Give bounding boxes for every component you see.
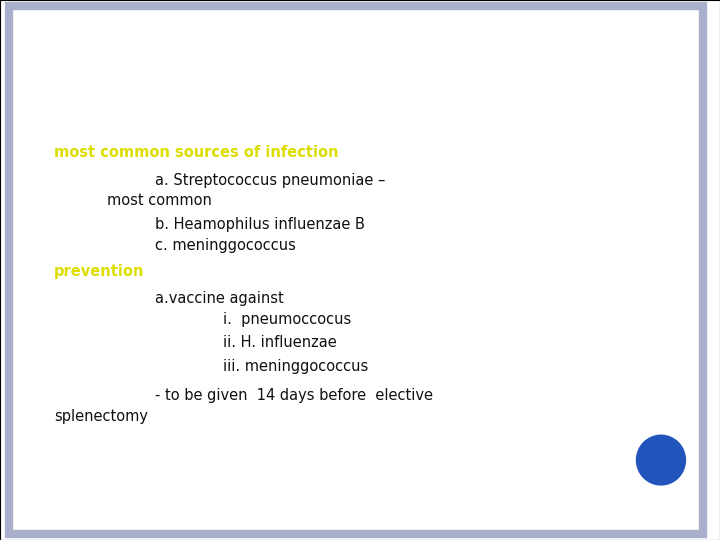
Text: a.vaccine against: a.vaccine against (155, 291, 284, 306)
Text: prevention: prevention (54, 264, 145, 279)
Text: iii. meninggococcus: iii. meninggococcus (223, 359, 369, 374)
Text: i.  pneumoccocus: i. pneumoccocus (223, 312, 351, 327)
Text: splenectomy: splenectomy (54, 409, 148, 424)
Text: a. Streptococcus pneumoniae –: a. Streptococcus pneumoniae – (155, 173, 385, 188)
Text: most common sources of infection: most common sources of infection (54, 145, 338, 160)
Text: ii. H. influenzae: ii. H. influenzae (223, 335, 337, 350)
Text: - to be given  14 days before  elective: - to be given 14 days before elective (155, 388, 433, 403)
Text: c. meninggococcus: c. meninggococcus (155, 238, 296, 253)
Text: b. Heamophilus influenzae B: b. Heamophilus influenzae B (155, 217, 364, 232)
Text: most common: most common (107, 193, 212, 208)
